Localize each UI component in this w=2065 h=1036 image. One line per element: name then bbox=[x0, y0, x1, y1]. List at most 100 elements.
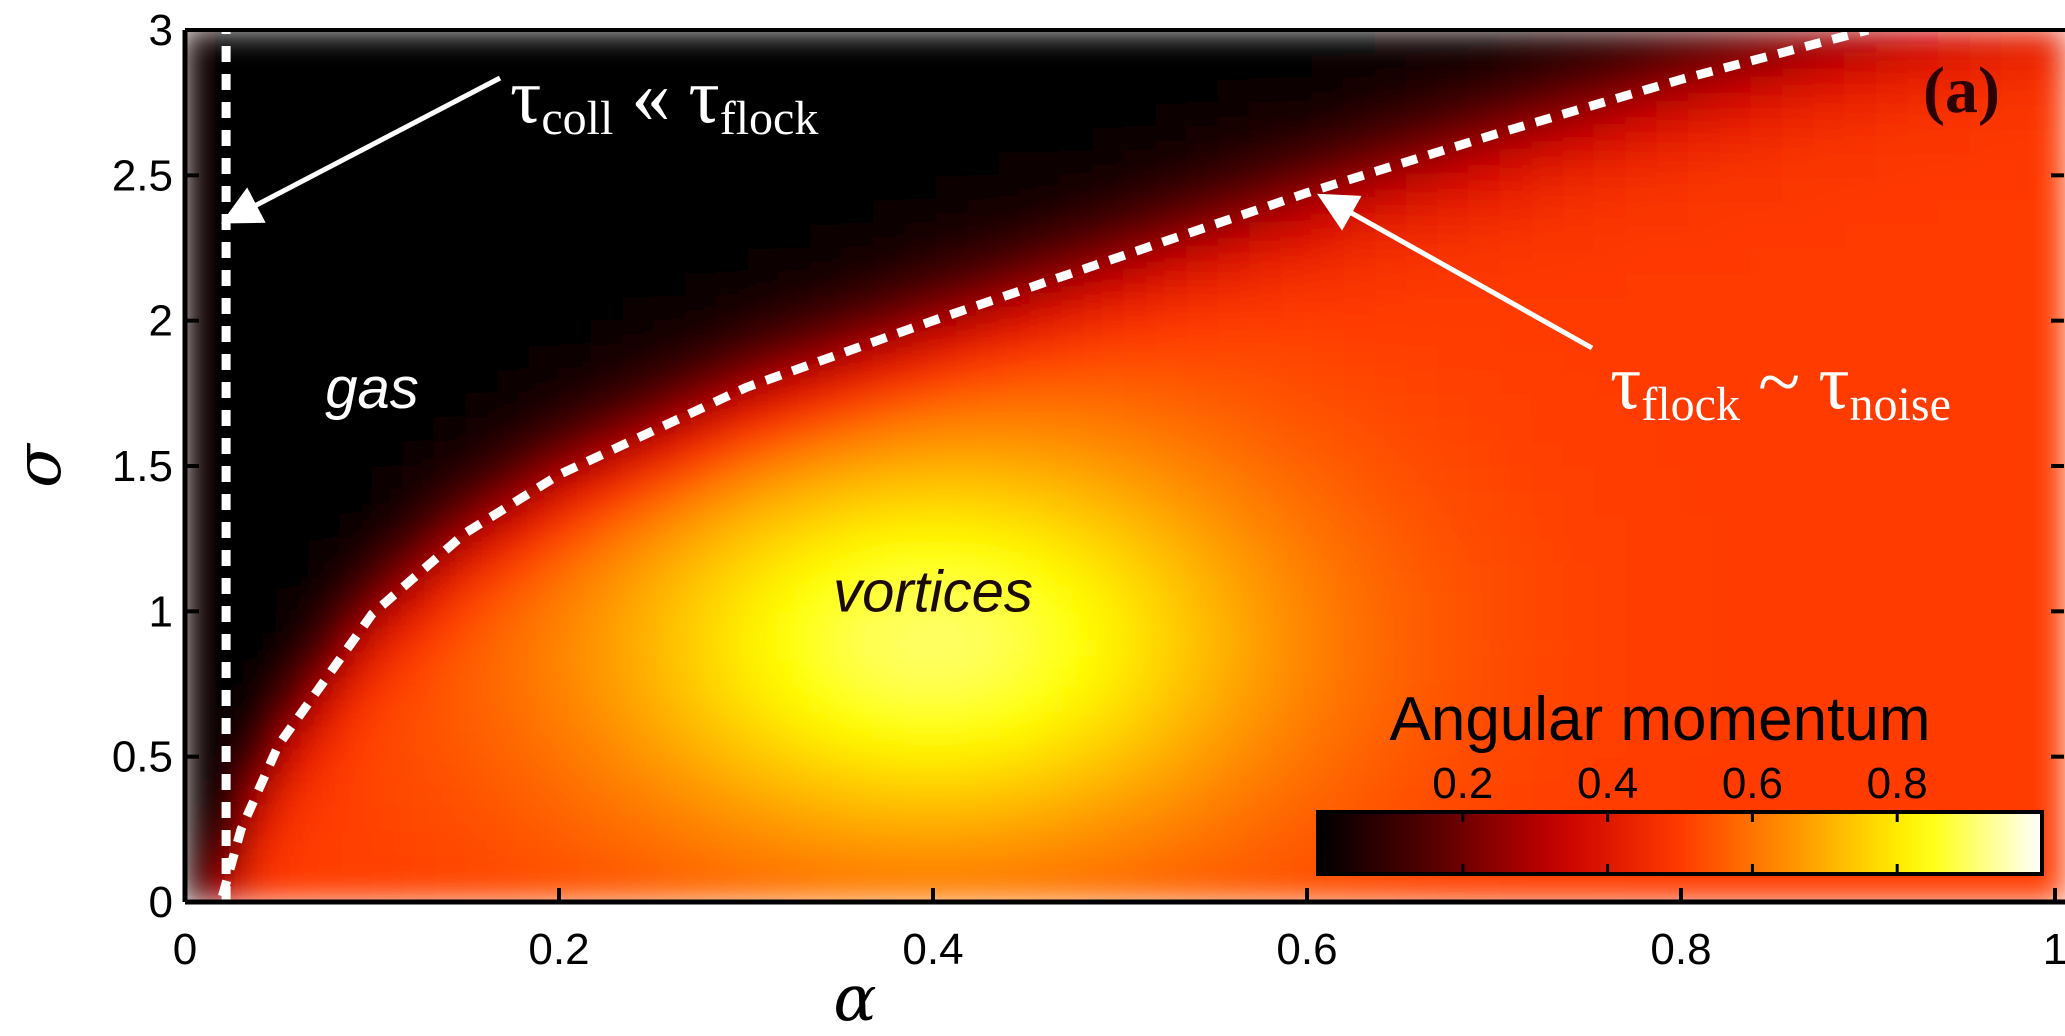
heatmap-cell bbox=[403, 804, 437, 831]
heatmap-cell bbox=[1092, 198, 1126, 225]
heatmap-cell bbox=[1218, 610, 1252, 637]
heatmap-cell bbox=[1124, 271, 1158, 298]
heatmap-cell bbox=[1468, 707, 1502, 734]
heatmap-cell bbox=[1562, 295, 1596, 322]
heatmap-cell bbox=[309, 295, 343, 322]
heatmap-cell bbox=[497, 852, 531, 879]
heatmap-cell bbox=[1750, 198, 1784, 225]
heatmap-cell bbox=[1374, 465, 1408, 492]
heatmap-cell bbox=[1468, 489, 1502, 516]
heatmap-cell bbox=[403, 876, 437, 902]
heatmap-cell bbox=[1594, 416, 1628, 443]
heatmap-cell bbox=[998, 77, 1032, 104]
heatmap-cell bbox=[309, 513, 343, 540]
heatmap-cell bbox=[434, 465, 468, 492]
heatmap-cell bbox=[466, 53, 500, 80]
heatmap-cell bbox=[466, 465, 500, 492]
heatmap-cell bbox=[497, 222, 531, 249]
heatmap-cell bbox=[1813, 125, 1847, 153]
heatmap-cell bbox=[1813, 561, 1847, 589]
heatmap-cell bbox=[1030, 852, 1064, 879]
heatmap-cell bbox=[873, 683, 907, 710]
heatmap-cell bbox=[1970, 537, 2004, 564]
heatmap-cell bbox=[873, 465, 907, 492]
heatmap-cell bbox=[622, 658, 656, 685]
heatmap-cell bbox=[1876, 295, 1910, 322]
heatmap-cell bbox=[1249, 319, 1283, 346]
heatmap-cell bbox=[842, 465, 876, 492]
heatmap-cell bbox=[466, 634, 500, 661]
heatmap-cell bbox=[340, 731, 374, 758]
heatmap-cell bbox=[185, 392, 218, 419]
heatmap-cell bbox=[1594, 731, 1628, 758]
heatmap-cell bbox=[1750, 731, 1784, 758]
heatmap-cell bbox=[1844, 271, 1878, 298]
heatmap-cell bbox=[716, 440, 750, 467]
heatmap-cell bbox=[1531, 150, 1565, 177]
heatmap-cell bbox=[278, 561, 312, 589]
heatmap-cell bbox=[246, 440, 280, 467]
heatmap-cell bbox=[2032, 368, 2065, 395]
heatmap-cell bbox=[1688, 513, 1722, 540]
heatmap-cell bbox=[2001, 707, 2035, 734]
heatmap-cell bbox=[403, 683, 437, 710]
heatmap-cell bbox=[591, 174, 625, 201]
heatmap-cell bbox=[1656, 368, 1690, 395]
heatmap-cell bbox=[1970, 707, 2004, 734]
heatmap-cell bbox=[685, 77, 719, 104]
heatmap-cell bbox=[622, 343, 656, 371]
heatmap-cell bbox=[654, 852, 688, 879]
heatmap-cell bbox=[1688, 537, 1722, 564]
heatmap-cell bbox=[810, 513, 844, 540]
heatmap-cell bbox=[1374, 247, 1408, 274]
heatmap-cell bbox=[1594, 755, 1628, 782]
heatmap-cell bbox=[1656, 465, 1690, 492]
heatmap-cell bbox=[560, 295, 594, 322]
heatmap-cell bbox=[340, 804, 374, 831]
heatmap-cell bbox=[904, 247, 938, 274]
heatmap-cell bbox=[1218, 247, 1252, 274]
heatmap-cell bbox=[591, 610, 625, 637]
heatmap-cell bbox=[1656, 295, 1690, 322]
heatmap-cell bbox=[309, 876, 343, 902]
heatmap-cell bbox=[1312, 731, 1346, 758]
heatmap-cell bbox=[936, 779, 970, 807]
heatmap-cell bbox=[1844, 416, 1878, 443]
heatmap-cell bbox=[560, 101, 594, 128]
heatmap-cell bbox=[560, 537, 594, 564]
heatmap-cell bbox=[1030, 77, 1064, 104]
heatmap-cell bbox=[1124, 222, 1158, 249]
heatmap-cell bbox=[1562, 561, 1596, 589]
annotation-arrow-curve bbox=[1316, 193, 1594, 351]
heatmap-cell bbox=[1124, 101, 1158, 128]
heatmap-cell bbox=[560, 634, 594, 661]
heatmap-cell bbox=[716, 247, 750, 274]
heatmap-cell bbox=[1531, 271, 1565, 298]
heatmap-cell bbox=[1562, 513, 1596, 540]
heatmap-cell bbox=[779, 295, 813, 322]
heatmap-cell bbox=[654, 586, 688, 613]
heatmap-cell bbox=[1656, 586, 1690, 613]
heatmap-cell bbox=[1406, 368, 1440, 395]
heatmap-cell bbox=[779, 779, 813, 807]
heatmap-cell bbox=[1688, 150, 1722, 177]
heatmap-cell bbox=[1688, 634, 1722, 661]
heatmap-cell bbox=[1813, 416, 1847, 443]
heatmap-cell bbox=[1374, 125, 1408, 153]
heatmap-cell bbox=[246, 150, 280, 177]
heatmap-cell bbox=[998, 101, 1032, 128]
heatmap-cell bbox=[685, 658, 719, 685]
heatmap-cell bbox=[654, 658, 688, 685]
heatmap-cell bbox=[185, 634, 218, 661]
heatmap-cell bbox=[2001, 731, 2035, 758]
heatmap-cell bbox=[685, 271, 719, 298]
colorbar-tick-label: 0.4 bbox=[1577, 759, 1638, 808]
heatmap-cell bbox=[1061, 586, 1095, 613]
heatmap-cell bbox=[1249, 779, 1283, 807]
heatmap-cell bbox=[185, 489, 218, 516]
heatmap-cell bbox=[1186, 125, 1220, 153]
heatmap-cell bbox=[748, 828, 782, 855]
heatmap-cell bbox=[1907, 489, 1941, 516]
heatmap-cell bbox=[2001, 77, 2035, 104]
heatmap-cell bbox=[967, 610, 1001, 637]
